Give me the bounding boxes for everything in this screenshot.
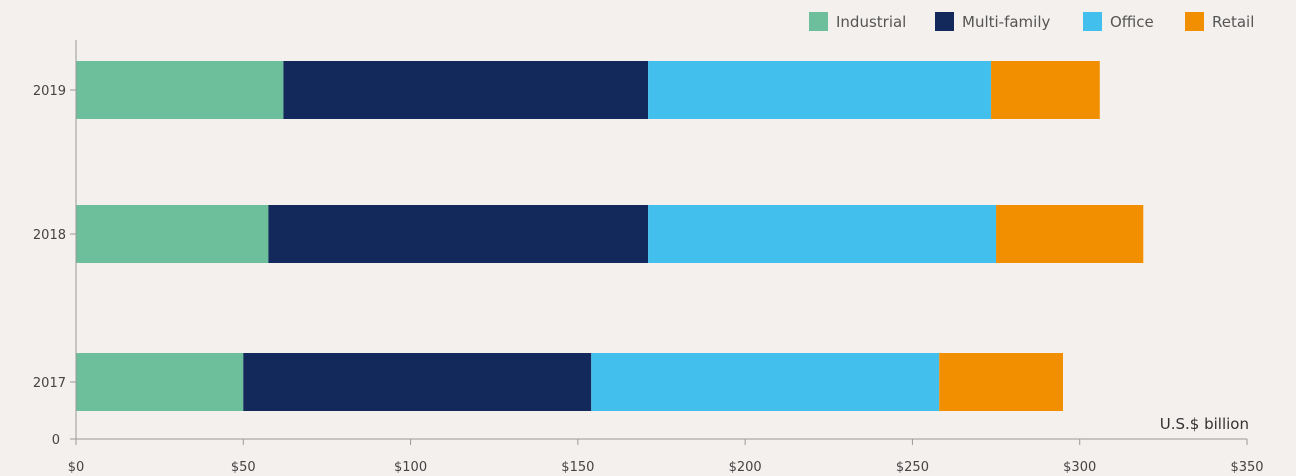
bar-office-2019	[648, 61, 992, 119]
legend-label-industrial: Industrial	[836, 13, 906, 31]
bar-retail-2019	[991, 61, 1100, 119]
bar-retail-2017	[939, 353, 1063, 411]
unit-label: U.S.$ billion	[1160, 415, 1249, 433]
x-tick-label: $50	[231, 460, 256, 475]
axes: $0 $50 $100 $150 $200 $250 $300 $350 2019 2018 201…	[33, 40, 1264, 475]
bar-industrial-2019	[76, 61, 284, 119]
x-tick-label: $300	[1063, 460, 1096, 475]
legend-label-office: Office	[1110, 13, 1154, 31]
legend-label-retail: Retail	[1212, 13, 1254, 31]
x-tick-label: $250	[896, 460, 929, 475]
legend-swatch-industrial	[809, 12, 828, 31]
bar-industrial-2018	[76, 205, 269, 263]
bar-multi-family-2018	[268, 205, 649, 263]
x-tick-label: $350	[1230, 460, 1263, 475]
y-origin-label: 0	[52, 433, 60, 448]
bar-multi-family-2019	[283, 61, 649, 119]
y-category-label: 2019	[33, 84, 66, 99]
x-tick-label: $0	[68, 460, 85, 475]
bar-retail-2018	[996, 205, 1144, 263]
legend-swatch-retail	[1185, 12, 1204, 31]
y-category-label: 2018	[33, 228, 66, 243]
bar-office-2017	[591, 353, 940, 411]
x-tick-label: $150	[561, 460, 594, 475]
legend: Industrial Multi-family Office Retail	[809, 12, 1254, 31]
legend-swatch-multi-family	[935, 12, 954, 31]
y-category-label: 2017	[33, 376, 66, 391]
x-tick-label: $100	[394, 460, 427, 475]
bar-office-2018	[648, 205, 997, 263]
bar-multi-family-2017	[243, 353, 592, 411]
x-tick-label: $200	[729, 460, 762, 475]
bars	[76, 61, 1144, 411]
legend-label-multi-family: Multi-family	[962, 13, 1050, 31]
bar-industrial-2017	[76, 353, 244, 411]
legend-swatch-office	[1083, 12, 1102, 31]
